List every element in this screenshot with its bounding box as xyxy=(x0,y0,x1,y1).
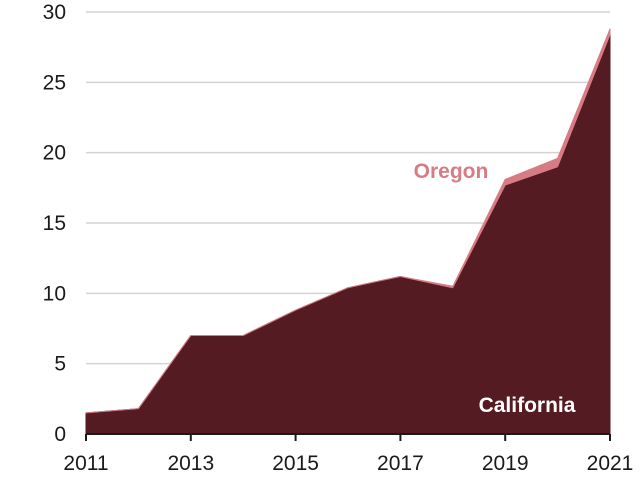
x-tick-label-2013: 2013 xyxy=(167,452,214,475)
x-tick-label-2017: 2017 xyxy=(377,452,424,475)
y-tick-label-10: 10 xyxy=(43,282,66,305)
area-california xyxy=(85,34,611,435)
x-tick-label-2021: 2021 xyxy=(587,452,634,475)
x-axis: 2011 2013 2015 2017 2019 2021 xyxy=(63,433,634,475)
y-axis: 0 5 10 15 20 25 30 xyxy=(43,1,66,446)
x-tick-label-2019: 2019 xyxy=(482,452,529,475)
y-tick-label-25: 25 xyxy=(43,71,66,94)
y-tick-label-5: 5 xyxy=(54,353,66,376)
series-label-california: California xyxy=(479,394,576,417)
series-areas xyxy=(85,28,611,435)
y-tick-label-20: 20 xyxy=(43,142,66,165)
y-tick-label-0: 0 xyxy=(54,423,66,446)
x-tick-label-2015: 2015 xyxy=(272,452,319,475)
series-labels: Oregon California xyxy=(414,160,576,417)
y-tick-label-30: 30 xyxy=(43,1,66,24)
area-oregon xyxy=(85,28,611,414)
y-tick-label-15: 15 xyxy=(43,212,66,235)
series-label-oregon: Oregon xyxy=(414,160,489,183)
x-tick-label-2011: 2011 xyxy=(63,452,108,475)
